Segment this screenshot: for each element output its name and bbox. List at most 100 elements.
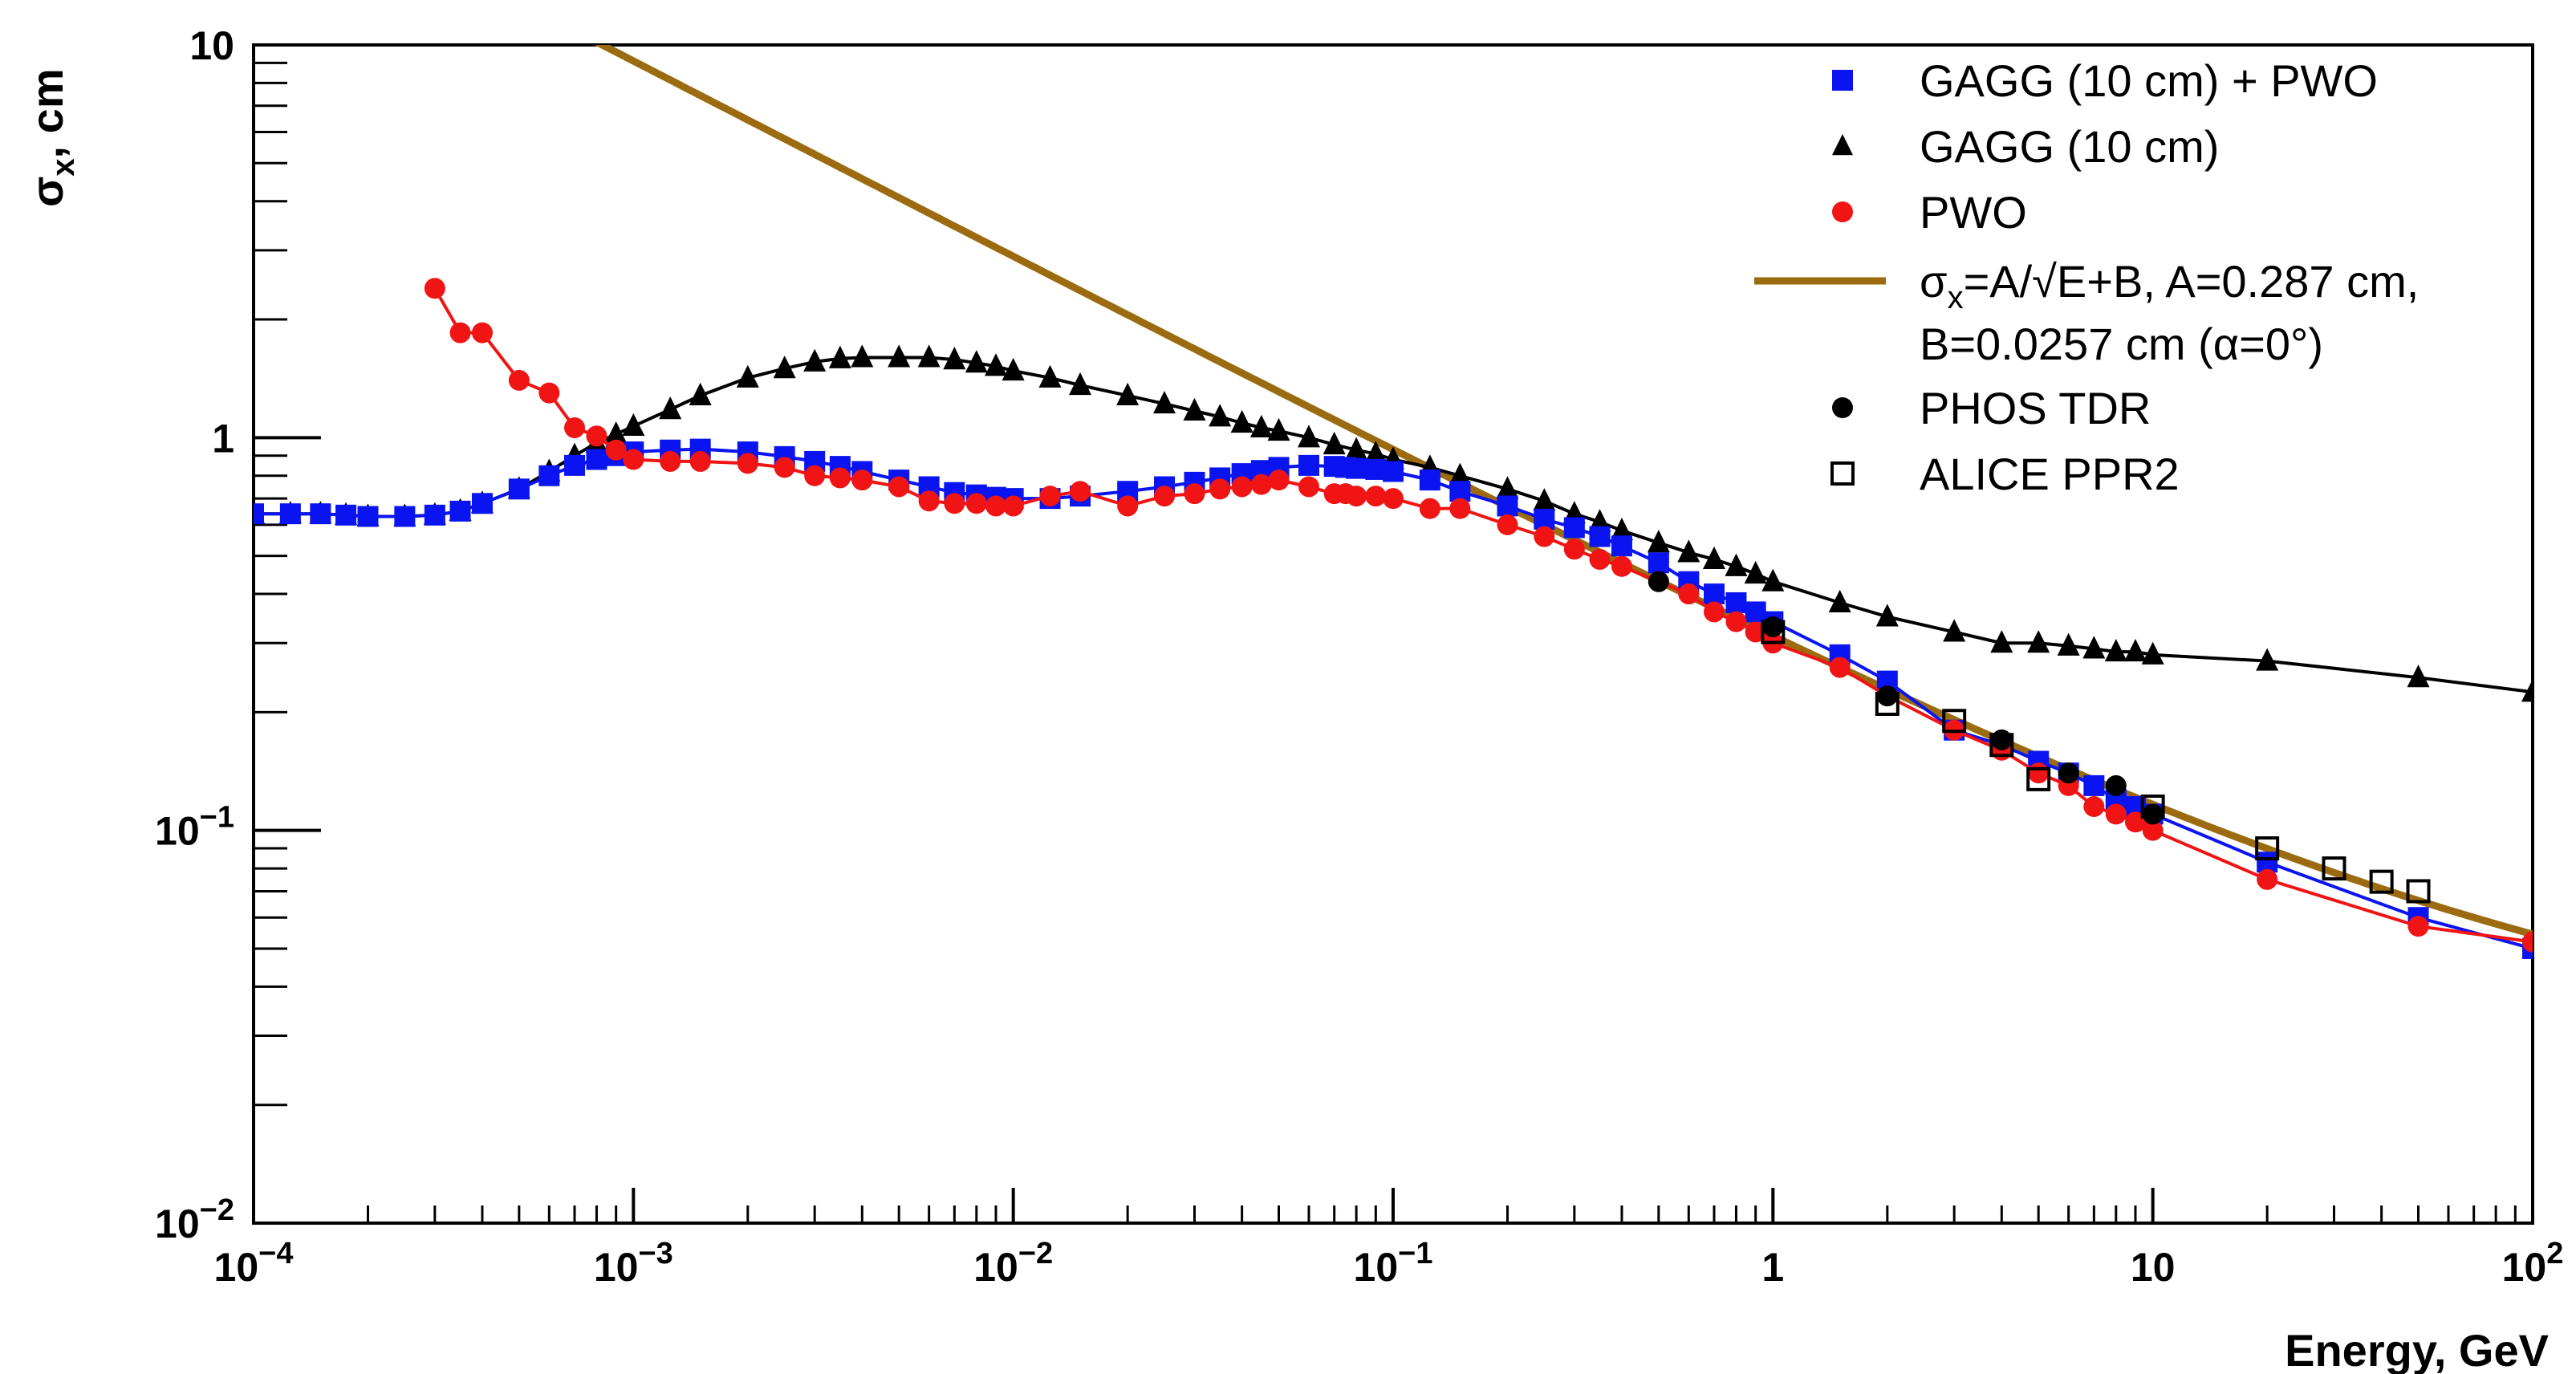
data-point-gagg bbox=[1588, 509, 1611, 532]
data-point-gagg bbox=[1677, 539, 1700, 563]
legend-fit-sigma: σ bbox=[1920, 256, 1948, 307]
data-point-gagg_pwo bbox=[564, 454, 586, 476]
data-point-gagg bbox=[1038, 364, 1062, 388]
data-point-pwo bbox=[985, 495, 1007, 517]
data-point-pwo bbox=[1611, 555, 1632, 577]
data-point-gagg bbox=[1496, 476, 1519, 499]
x-tick-label-base: 1 bbox=[1761, 1245, 1784, 1290]
data-point-pwo bbox=[1070, 481, 1091, 502]
data-point-gagg bbox=[2082, 636, 2106, 659]
x-tick-label: 10−4 bbox=[214, 1237, 294, 1290]
data-point-gagg_pwo bbox=[1589, 526, 1611, 547]
data-point-gagg bbox=[1323, 431, 1346, 455]
data-point-pwo bbox=[2028, 762, 2050, 784]
data-point-gagg_pwo bbox=[449, 500, 471, 522]
data-point-gagg_pwo bbox=[586, 449, 607, 470]
data-point-pwo bbox=[1209, 478, 1231, 500]
data-point-gagg bbox=[2104, 638, 2127, 662]
data-point-pwo bbox=[1745, 621, 1766, 643]
x-tick-label: 10−1 bbox=[1354, 1237, 1433, 1290]
data-point-gagg bbox=[1703, 546, 1726, 570]
data-point-pwo bbox=[1704, 601, 1725, 623]
x-tick-label-exponent: −1 bbox=[1398, 1237, 1432, 1270]
data-point-pwo bbox=[449, 322, 471, 344]
data-point-gagg bbox=[689, 382, 712, 405]
data-point-pwo bbox=[737, 453, 758, 474]
data-point-pwo bbox=[2105, 803, 2127, 825]
data-point-gagg_pwo bbox=[394, 506, 416, 527]
data-point-pwo bbox=[2407, 916, 2429, 937]
data-point-pwo bbox=[2142, 819, 2164, 841]
y-axis-title-unit: , cm bbox=[22, 68, 72, 158]
data-point-pwo bbox=[1365, 486, 1387, 507]
data-point-gagg bbox=[985, 353, 1008, 376]
data-point-pwo bbox=[918, 490, 940, 512]
data-point-gagg_pwo bbox=[357, 506, 379, 527]
data-point-pwo bbox=[605, 439, 627, 461]
y-tick-label-base: 10 bbox=[155, 1201, 200, 1246]
data-point-pwo bbox=[689, 450, 711, 472]
data-point-gagg bbox=[1875, 604, 1899, 627]
x-tick-label: 1 bbox=[1761, 1245, 1784, 1290]
data-point-alice bbox=[2322, 856, 2346, 881]
legend-fit-subscript: x bbox=[1948, 280, 1964, 315]
legend-symbol-pwo bbox=[1832, 201, 1853, 222]
data-point-pwo bbox=[1678, 583, 1700, 605]
data-point-pwo bbox=[804, 465, 826, 486]
legend-label-phos: PHOS TDR bbox=[1920, 383, 2151, 433]
data-point-pwo bbox=[1117, 495, 1139, 517]
series-layer bbox=[254, 278, 2533, 959]
data-point-gagg_pwo bbox=[424, 504, 445, 526]
data-point-gagg_pwo bbox=[1497, 495, 1518, 517]
data-point-pwo bbox=[1419, 498, 1440, 519]
data-point-gagg bbox=[1943, 619, 1966, 642]
data-point-pwo bbox=[1268, 470, 1290, 491]
data-point-pwo bbox=[1002, 495, 1024, 517]
legend-label-gagg_pwo: GAGG (10 cm) + PWO bbox=[1920, 55, 2378, 106]
data-point-pwo bbox=[586, 425, 607, 447]
data-point-phos bbox=[2105, 774, 2127, 796]
data-point-gagg bbox=[803, 348, 827, 372]
x-tick-label-exponent: −3 bbox=[638, 1237, 672, 1270]
data-point-pwo bbox=[1298, 476, 1319, 498]
data-point-gagg_pwo bbox=[1563, 517, 1585, 539]
data-point-pwo bbox=[1383, 488, 1404, 510]
data-point-alice bbox=[2140, 794, 2165, 819]
data-point-gagg_pwo bbox=[1383, 461, 1404, 482]
data-point-gagg_pwo bbox=[279, 503, 301, 525]
data-point-gagg bbox=[659, 396, 682, 420]
series-pwo bbox=[424, 278, 2533, 953]
y-tick-label: 10−1 bbox=[155, 801, 234, 854]
x-tick-label: 10−2 bbox=[973, 1237, 1053, 1290]
data-point-pwo bbox=[1497, 514, 1518, 535]
data-point-gagg bbox=[2407, 665, 2430, 688]
data-point-phos bbox=[2058, 762, 2079, 784]
data-point-pwo bbox=[829, 467, 851, 489]
data-point-pwo bbox=[508, 369, 530, 391]
data-point-phos bbox=[1991, 729, 2013, 750]
data-point-pwo bbox=[660, 450, 681, 472]
data-point-gagg bbox=[2027, 630, 2050, 653]
data-point-alice bbox=[2369, 869, 2394, 894]
data-point-pwo bbox=[2522, 931, 2533, 953]
data-point-gagg bbox=[1610, 517, 1633, 541]
y-tick-label-base: 10 bbox=[189, 23, 234, 68]
y-tick-label-base: 10 bbox=[155, 809, 200, 854]
x-tick-label-exponent: −2 bbox=[1018, 1237, 1053, 1270]
data-point-gagg_pwo bbox=[1704, 583, 1725, 605]
data-point-pwo bbox=[1725, 611, 1747, 632]
data-point-gagg_pwo bbox=[310, 503, 331, 525]
data-point-gagg_pwo bbox=[1346, 457, 1367, 479]
x-tick-label-exponent: −4 bbox=[258, 1237, 293, 1270]
data-point-gagg_pwo bbox=[538, 465, 560, 486]
data-point-pwo bbox=[538, 382, 560, 404]
data-point-gagg bbox=[1002, 357, 1025, 381]
y-tick-label: 1 bbox=[212, 416, 234, 461]
data-point-pwo bbox=[965, 493, 987, 514]
data-point-gagg bbox=[828, 345, 851, 368]
data-point-gagg bbox=[622, 413, 645, 437]
data-point-pwo bbox=[424, 278, 445, 299]
data-point-pwo bbox=[1039, 486, 1061, 507]
legend-symbol-alice bbox=[1830, 461, 1855, 486]
